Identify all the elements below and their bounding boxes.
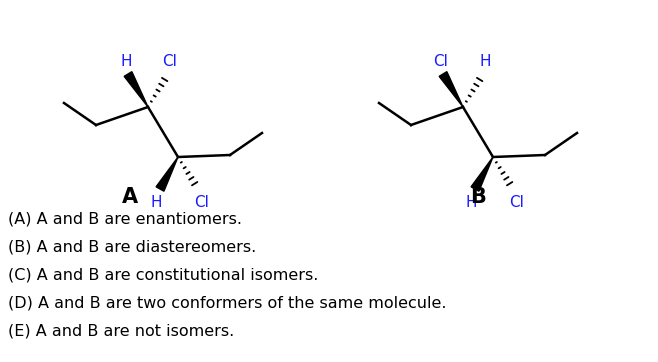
Text: H: H — [150, 195, 162, 210]
Text: H: H — [465, 195, 477, 210]
Text: B: B — [470, 187, 486, 207]
Text: (B) A and B are diastereomers.: (B) A and B are diastereomers. — [8, 240, 256, 254]
Text: (C) A and B are constitutional isomers.: (C) A and B are constitutional isomers. — [8, 268, 318, 282]
Text: H: H — [479, 54, 491, 69]
Polygon shape — [471, 157, 493, 191]
Text: Cl: Cl — [195, 195, 209, 210]
Text: (E) A and B are not isomers.: (E) A and B are not isomers. — [8, 324, 234, 338]
Text: Cl: Cl — [509, 195, 524, 210]
Text: H: H — [120, 54, 132, 69]
Polygon shape — [439, 72, 463, 107]
Text: Cl: Cl — [163, 54, 178, 69]
Text: Cl: Cl — [434, 54, 449, 69]
Text: (A) A and B are enantiomers.: (A) A and B are enantiomers. — [8, 211, 242, 227]
Polygon shape — [156, 157, 178, 191]
Text: A: A — [122, 187, 138, 207]
Polygon shape — [124, 72, 148, 107]
Text: (D) A and B are two conformers of the same molecule.: (D) A and B are two conformers of the sa… — [8, 295, 447, 311]
